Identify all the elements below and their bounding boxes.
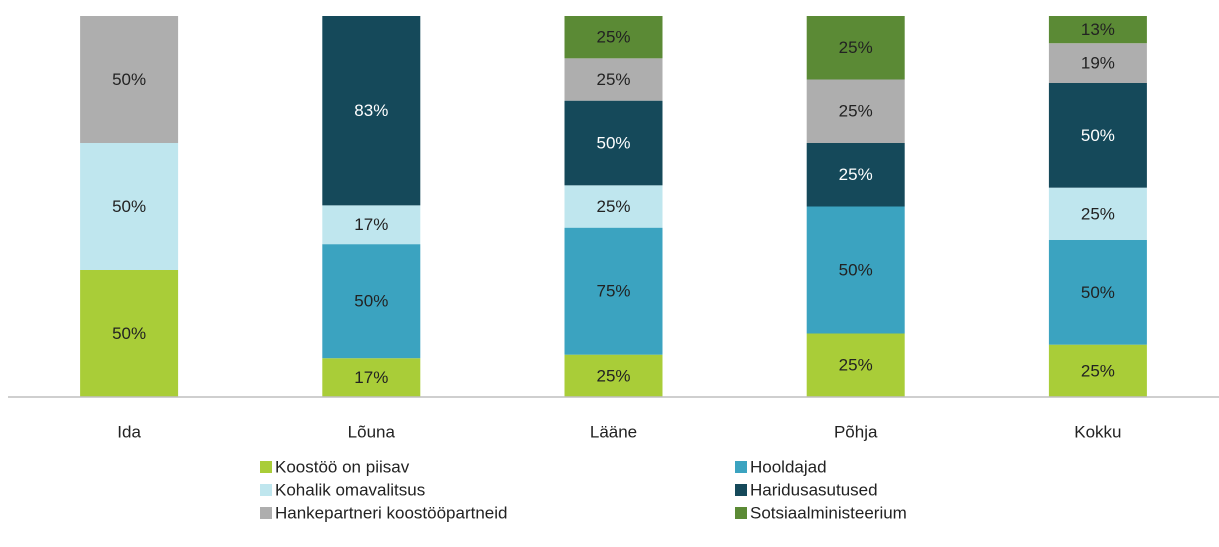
- legend-swatch: [735, 484, 747, 496]
- bar-segment: [322, 205, 421, 245]
- bar-segment: [322, 244, 421, 359]
- legend-swatch: [260, 507, 272, 519]
- bar-segment: [806, 143, 905, 207]
- bar-segment: [1048, 16, 1147, 44]
- bar-segment: [322, 16, 421, 206]
- bar-segment: [564, 185, 663, 228]
- legend-swatch: [735, 507, 747, 519]
- data-label: 25%: [596, 197, 630, 216]
- data-label: 19%: [1081, 54, 1115, 73]
- data-label: 17%: [354, 215, 388, 234]
- bar-segment: [1048, 344, 1147, 397]
- legend-swatch: [260, 484, 272, 496]
- data-label: 25%: [596, 28, 630, 47]
- data-label: 50%: [1081, 126, 1115, 145]
- data-label: 75%: [596, 282, 630, 301]
- legend-label: Kohalik omavalitsus: [275, 480, 425, 499]
- legend-swatch: [260, 461, 272, 473]
- data-label: 50%: [112, 197, 146, 216]
- bar-segment: [564, 58, 663, 101]
- legend-label: Sotsiaalministeerium: [750, 503, 907, 522]
- bar-segment: [564, 354, 663, 397]
- data-label: 50%: [596, 133, 630, 152]
- data-label: 17%: [354, 368, 388, 387]
- bar-segment: [564, 100, 663, 186]
- data-label: 25%: [839, 102, 873, 121]
- bar-segment: [80, 270, 179, 397]
- data-label: 25%: [596, 70, 630, 89]
- bar-segment: [322, 358, 421, 397]
- x-tick-label: Lõuna: [348, 422, 396, 441]
- data-label: 83%: [354, 101, 388, 120]
- data-label: 25%: [1081, 361, 1115, 380]
- x-tick-label: Ida: [117, 422, 141, 441]
- data-label: 13%: [1081, 20, 1115, 39]
- data-label: 25%: [839, 356, 873, 375]
- data-label: 25%: [839, 165, 873, 184]
- data-label: 50%: [112, 324, 146, 343]
- legend-label: Hankepartneri koostööpartneid: [275, 503, 507, 522]
- legend-swatch: [735, 461, 747, 473]
- bar-segment: [806, 16, 905, 80]
- bar-segment: [564, 16, 663, 59]
- data-label: 50%: [354, 292, 388, 311]
- bar-segment: [1048, 187, 1147, 240]
- bar-segment: [806, 79, 905, 143]
- legend-label: Koostöö on piisav: [275, 457, 410, 476]
- x-tick-label: Põhja: [834, 422, 878, 441]
- bar-segment: [1048, 43, 1147, 83]
- x-tick-label: Kokku: [1074, 422, 1121, 441]
- x-tick-label: Lääne: [590, 422, 637, 441]
- data-label: 25%: [1081, 204, 1115, 223]
- legend-label: Haridusasutused: [750, 480, 878, 499]
- bar-segment: [1048, 239, 1147, 345]
- bar-segment: [80, 16, 179, 143]
- data-label: 25%: [839, 38, 873, 57]
- bar-segment: [806, 206, 905, 334]
- data-label: 50%: [112, 70, 146, 89]
- data-label: 50%: [839, 260, 873, 279]
- data-label: 25%: [596, 366, 630, 385]
- bar-segment: [1048, 82, 1147, 188]
- bar-segment: [806, 333, 905, 397]
- bar-segment: [80, 143, 179, 270]
- bar-segment: [564, 227, 663, 355]
- data-label: 50%: [1081, 283, 1115, 302]
- legend-label: Hooldajad: [750, 457, 827, 476]
